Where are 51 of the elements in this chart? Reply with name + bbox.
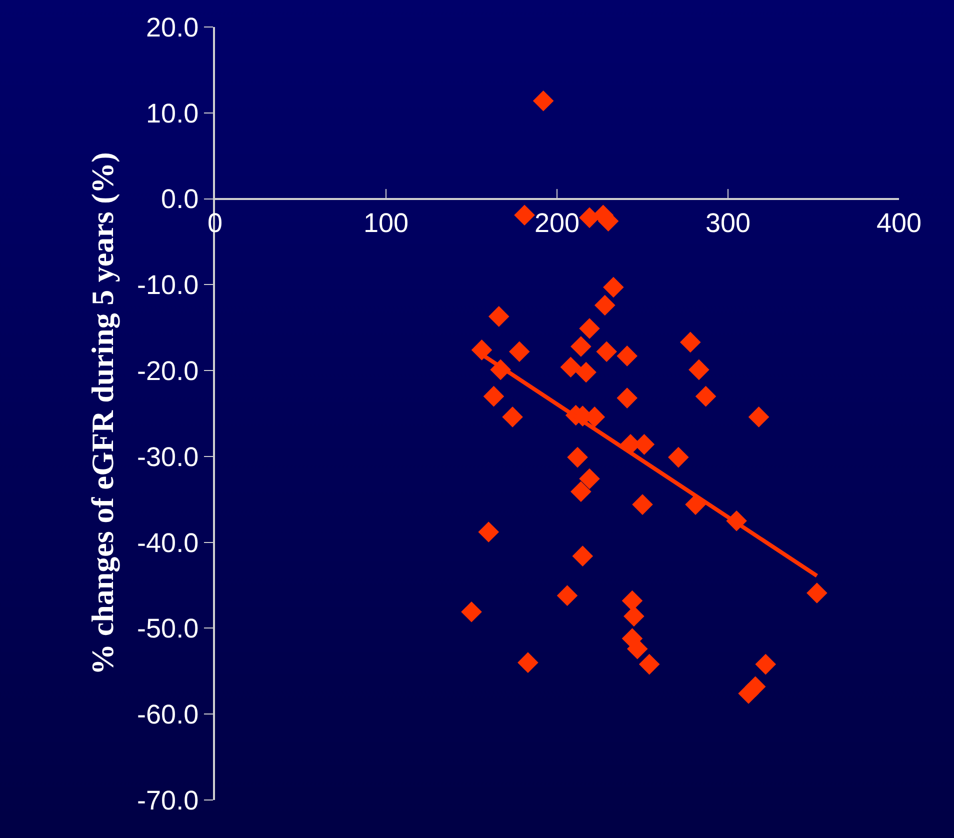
point bbox=[688, 359, 710, 380]
point bbox=[596, 341, 617, 362]
y-tick-label: 10.0 bbox=[146, 98, 199, 128]
point bbox=[567, 446, 588, 468]
y-tick-label: -40.0 bbox=[137, 528, 199, 558]
y-axis-title: % changes of eGFR during 5 years (%) bbox=[85, 152, 120, 675]
point bbox=[508, 341, 530, 362]
point bbox=[738, 683, 759, 704]
point bbox=[579, 207, 600, 228]
point bbox=[622, 590, 643, 612]
y-tick-label: -50.0 bbox=[137, 614, 199, 644]
point bbox=[483, 386, 504, 407]
point bbox=[748, 406, 770, 428]
point bbox=[624, 606, 644, 627]
point bbox=[579, 318, 600, 339]
y-tick-label: -10.0 bbox=[137, 270, 199, 300]
point bbox=[514, 204, 535, 226]
point bbox=[806, 582, 828, 604]
point bbox=[556, 585, 578, 606]
point bbox=[755, 654, 776, 675]
point bbox=[570, 481, 592, 502]
point bbox=[478, 522, 499, 542]
point bbox=[576, 362, 596, 383]
point bbox=[668, 446, 689, 468]
point bbox=[616, 346, 638, 366]
point bbox=[594, 294, 616, 316]
y-tick-label: 20.0 bbox=[146, 12, 199, 42]
y-tick-label: -20.0 bbox=[137, 356, 199, 386]
point bbox=[695, 386, 716, 407]
point bbox=[572, 546, 594, 566]
point bbox=[461, 602, 482, 622]
y-tick-label: -30.0 bbox=[137, 442, 199, 472]
point bbox=[518, 652, 538, 673]
point bbox=[488, 306, 510, 327]
point bbox=[560, 356, 582, 378]
point bbox=[616, 388, 638, 408]
y-tick-label: -70.0 bbox=[137, 785, 199, 816]
point bbox=[579, 468, 600, 490]
point bbox=[680, 332, 701, 353]
x-tick-label: 300 bbox=[705, 208, 751, 238]
x-tick-label: 400 bbox=[876, 208, 922, 238]
point bbox=[532, 90, 554, 112]
y-tick-label: -60.0 bbox=[137, 700, 199, 730]
point bbox=[603, 276, 624, 298]
x-tick-label: 100 bbox=[363, 208, 409, 238]
point bbox=[570, 336, 592, 357]
x-tick-label: 200 bbox=[534, 208, 580, 238]
point bbox=[632, 494, 653, 515]
y-tick-label: 0.0 bbox=[161, 184, 199, 214]
point bbox=[502, 406, 523, 428]
point bbox=[638, 654, 660, 675]
